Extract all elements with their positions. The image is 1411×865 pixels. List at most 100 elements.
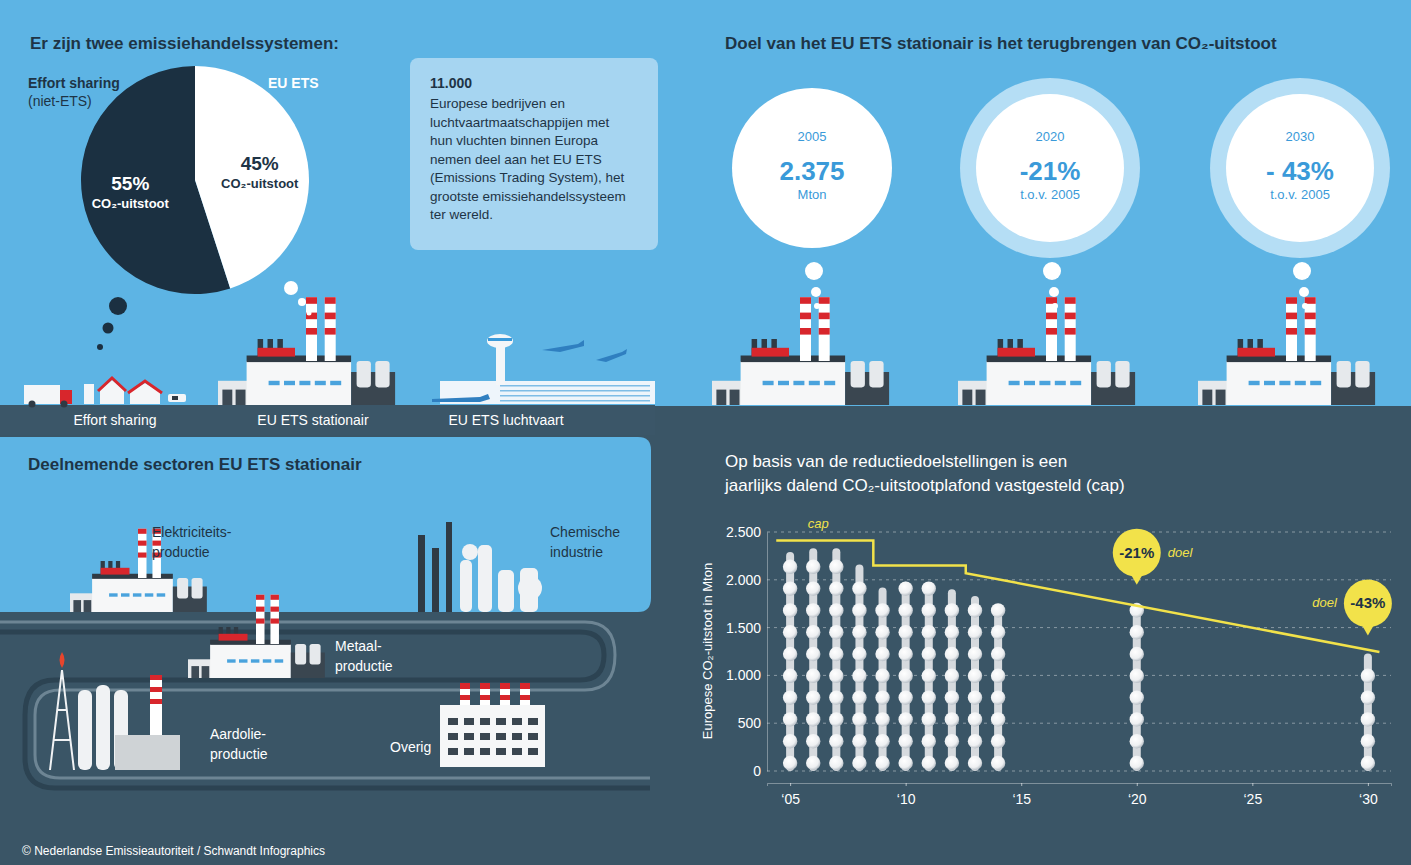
window xyxy=(1295,381,1306,385)
bead xyxy=(852,581,866,595)
y-axis: 05001.0001.5002.0002.500 xyxy=(726,524,768,779)
bead xyxy=(922,603,936,617)
box-text: nemen deel aan het EU ETS xyxy=(430,152,602,167)
window xyxy=(448,718,458,725)
sector-label: Metaal- xyxy=(335,638,382,654)
annotations: -21%doel-43%doel xyxy=(1113,529,1392,636)
bubble xyxy=(976,94,1124,242)
bubble-value: 2.375 xyxy=(779,156,844,186)
bead xyxy=(829,581,843,595)
box-text: grootste emissiehandelssysteem xyxy=(430,189,626,204)
chimney xyxy=(138,529,147,578)
window xyxy=(275,659,284,662)
door xyxy=(84,600,92,612)
annex xyxy=(1198,381,1231,405)
chimney xyxy=(1065,297,1076,361)
plane xyxy=(542,340,584,352)
door xyxy=(730,390,740,405)
box-text: luchtvaartmaatschappijen met xyxy=(430,115,610,130)
door xyxy=(1216,390,1226,405)
silo xyxy=(851,361,865,387)
window xyxy=(512,718,522,725)
bead xyxy=(922,756,936,770)
bead xyxy=(829,712,843,726)
bubble xyxy=(1226,94,1374,242)
bubble-year: 2005 xyxy=(798,129,827,144)
chimney-band xyxy=(150,699,162,704)
window xyxy=(1310,381,1321,385)
title: Er zijn twee emissiehandelssystemen: xyxy=(30,34,339,53)
chimney-band xyxy=(256,607,265,612)
bead xyxy=(991,669,1005,683)
door xyxy=(222,390,232,405)
window xyxy=(109,593,118,596)
door xyxy=(962,390,972,405)
chimney-band xyxy=(520,695,530,700)
chimney-band xyxy=(1286,297,1297,304)
factory-icon xyxy=(1198,297,1375,405)
bead xyxy=(875,647,889,661)
house xyxy=(100,380,124,404)
tick-mark xyxy=(906,783,907,786)
bead xyxy=(945,690,959,704)
axis-title: Europese CO₂-uitstoot in Mton xyxy=(700,563,715,739)
bead xyxy=(945,734,959,748)
window xyxy=(464,718,474,725)
oil-icon xyxy=(50,652,180,770)
tower-top xyxy=(487,334,513,348)
chimney-band xyxy=(270,607,279,612)
bead xyxy=(1130,734,1144,748)
window xyxy=(480,748,490,755)
bead xyxy=(1130,647,1144,661)
building xyxy=(115,735,180,770)
sector-panel xyxy=(0,437,651,612)
window xyxy=(496,718,506,725)
annotation: -21% xyxy=(1119,544,1154,561)
door xyxy=(976,390,986,405)
bead xyxy=(806,625,820,639)
bead xyxy=(922,690,936,704)
bead xyxy=(1361,712,1375,726)
chimney xyxy=(500,683,510,705)
tick-label: ‘25 xyxy=(1243,791,1262,807)
bead xyxy=(968,756,982,770)
sector-label: Aardolie- xyxy=(210,726,266,742)
bead xyxy=(922,712,936,726)
plane xyxy=(432,394,490,402)
bead xyxy=(991,712,1005,726)
window xyxy=(464,748,474,755)
chart-title: jaarlijks dalend CO₂-uitstootplafond vas… xyxy=(724,476,1125,495)
bead xyxy=(991,603,1005,617)
factory-icon xyxy=(712,297,889,405)
bead xyxy=(783,712,797,726)
flame xyxy=(60,652,65,668)
chimney-band xyxy=(819,297,830,304)
bubble-dot xyxy=(97,344,103,350)
silo xyxy=(357,361,371,387)
grid-line xyxy=(767,532,1391,533)
roof-band xyxy=(101,568,130,575)
bead xyxy=(829,625,843,639)
bead xyxy=(783,690,797,704)
bubble-value: -21% xyxy=(1020,156,1081,186)
tick-mark xyxy=(1368,783,1369,786)
chimney-band xyxy=(460,695,470,700)
silo xyxy=(1097,361,1111,387)
credit: © Nederlandse Emissieautoriteit / Schwan… xyxy=(22,844,325,858)
roof-band xyxy=(258,348,295,357)
data-label: 55%CO₂-uitstoot xyxy=(92,173,170,211)
tick: 2.500 xyxy=(726,524,767,540)
chimney-band xyxy=(1046,313,1057,320)
building xyxy=(247,361,352,405)
sector-label: productie xyxy=(152,544,210,560)
info-box xyxy=(410,58,658,250)
bead xyxy=(875,756,889,770)
bead xyxy=(898,734,912,748)
overig-icon xyxy=(440,683,545,767)
bead xyxy=(968,712,982,726)
bubble-dot xyxy=(109,297,127,315)
bead xyxy=(806,756,820,770)
chimney xyxy=(325,297,336,361)
terminal-stripe xyxy=(500,390,650,392)
bead xyxy=(783,756,797,770)
